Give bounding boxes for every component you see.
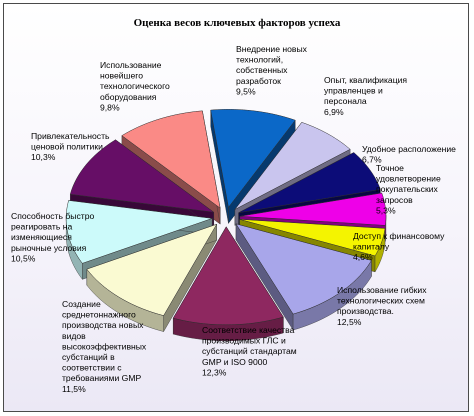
slice-label: Доступ к финансовому капиталу 4,6% — [353, 231, 445, 262]
slice-label: Создание среднетоннажного производства нов… — [62, 299, 147, 394]
slice-label: Опыт, квалификация управленцев и персонала… — [324, 75, 407, 117]
slice-label: Способность быстро реагировать на изменяющ… — [11, 211, 94, 263]
slice-label: Привлекательность ценовой политики 10,3% — [31, 131, 110, 162]
slice-label: Удобное расположение 6,7% — [362, 144, 456, 165]
slice-value-label: 10,3% — [31, 152, 56, 162]
slice-value-label: 12,5% — [337, 317, 362, 327]
chart-frame: Оценка весов ключевых факторов успеха Вн… — [3, 3, 469, 412]
slice-value-label: 10,5% — [11, 253, 36, 263]
slice-value-label: 9,8% — [100, 102, 120, 112]
slice-value-label: 11,5% — [62, 384, 86, 394]
slice-value-label: 6,7% — [362, 155, 382, 165]
slice-value-label: 12,3% — [202, 367, 227, 377]
slice-label: Точное удовлетворение покупательских запрос… — [376, 163, 441, 215]
slice-value-label: 9,5% — [236, 86, 256, 96]
pie-slice — [172, 226, 284, 341]
pie-slice — [86, 223, 218, 333]
slice-value-label: 6,9% — [324, 107, 344, 117]
slice-label: Использование гибких технологических схем… — [337, 285, 427, 327]
chart-title: Оценка весов ключевых факторов успеха — [134, 17, 341, 29]
slice-label: Внедрение новых технологий, собственных раз… — [236, 44, 308, 96]
slice-label: Использование новейшего технологического об… — [100, 60, 170, 112]
pie-slice — [235, 223, 372, 331]
exploded-3d-pie-chart: Оценка весов ключевых факторов успеха Вн… — [11, 17, 456, 394]
slice-value-label: 4,6% — [353, 252, 373, 262]
slice-value-label: 5,3% — [376, 205, 396, 215]
